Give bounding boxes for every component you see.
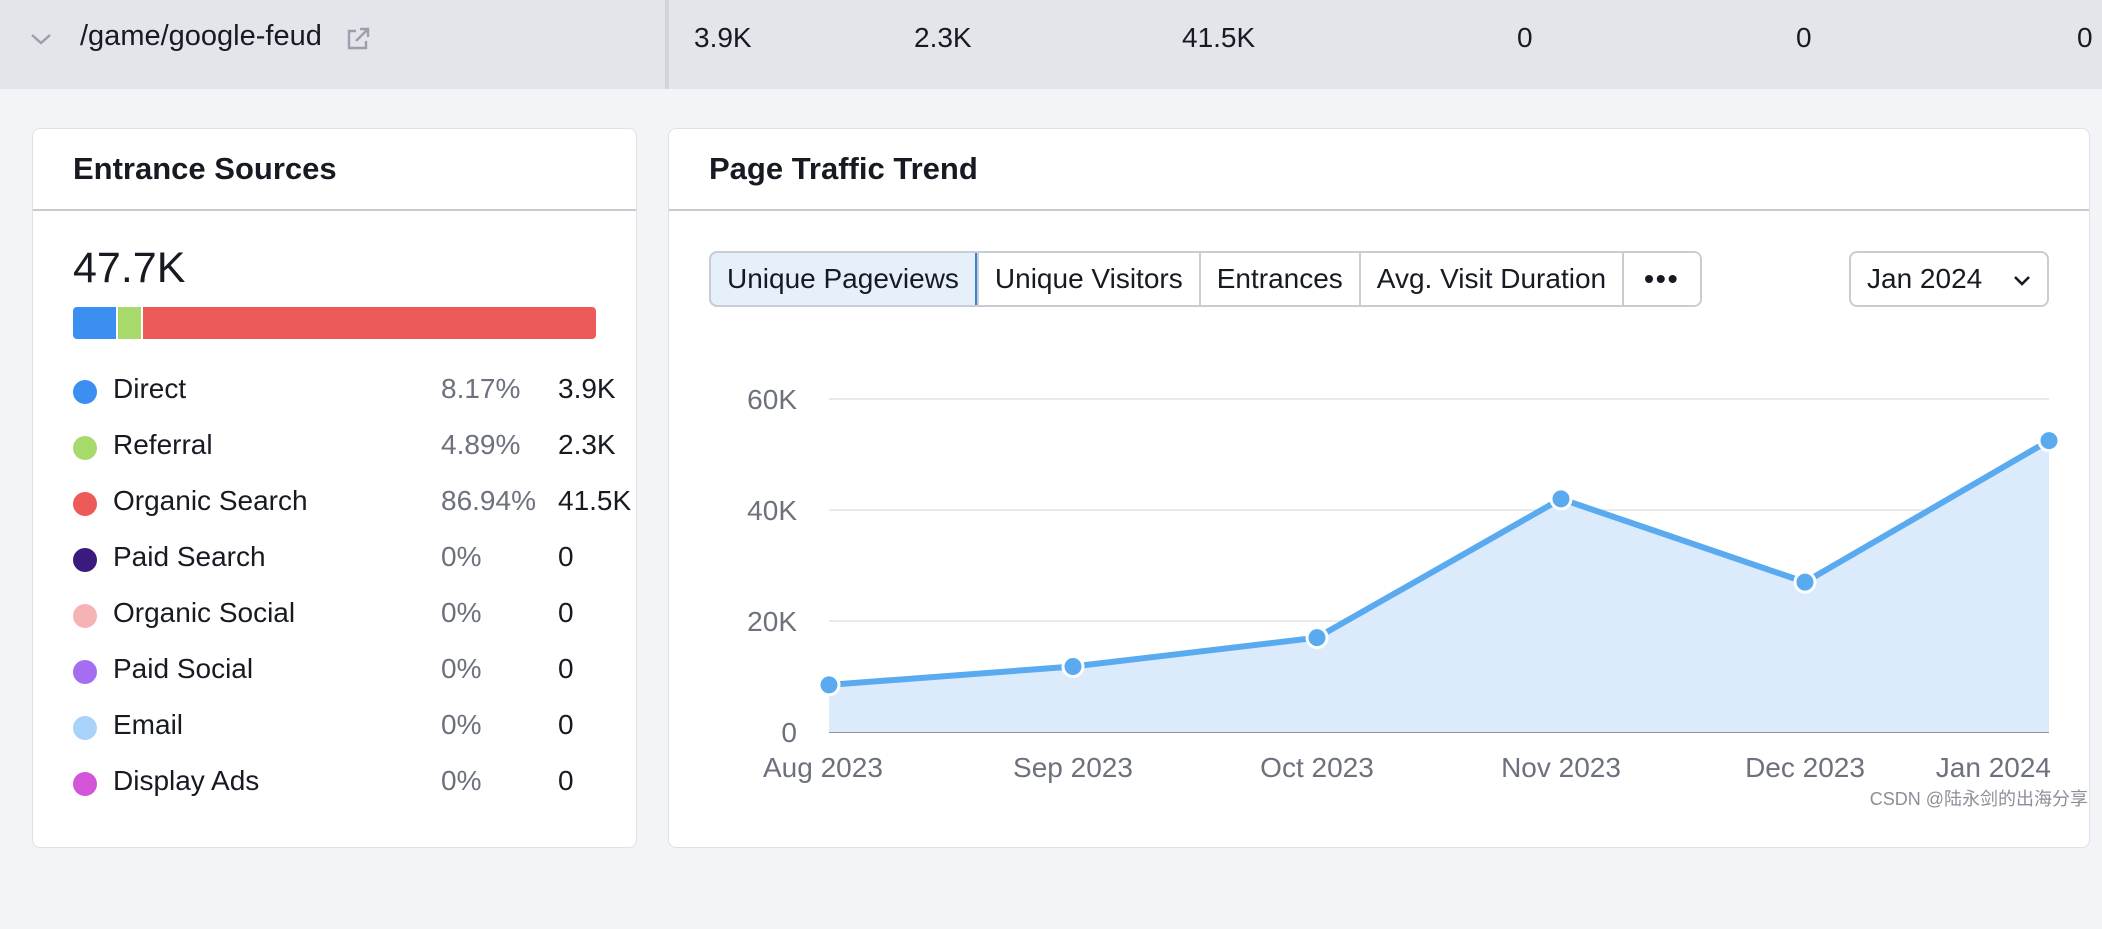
source-percent: 0% bbox=[441, 765, 482, 796]
source-share-bar[interactable] bbox=[73, 307, 596, 339]
legend-item-direct[interactable]: Direct 8.17% 3.9K bbox=[73, 369, 616, 425]
source-value: 3.9K bbox=[558, 373, 616, 404]
watermark-text: CSDN @陆永剑的出海分享 bbox=[1869, 789, 2088, 809]
more-options-button[interactable]: ••• bbox=[1622, 253, 1700, 305]
source-name: Email bbox=[113, 709, 184, 740]
legend-item-referral[interactable]: Referral 4.89% 2.3K bbox=[73, 425, 616, 481]
x-tick-label: Oct 2023 bbox=[1260, 752, 1374, 783]
chevron-down-icon[interactable] bbox=[26, 24, 56, 54]
legend-item-display-ads[interactable]: Display Ads 0% 0 bbox=[73, 761, 613, 817]
data-point[interactable] bbox=[817, 673, 841, 697]
legend-dot-icon bbox=[73, 716, 97, 740]
source-value: 0 bbox=[558, 597, 574, 628]
data-point[interactable] bbox=[2037, 429, 2061, 453]
entrance-sources-card: Entrance Sources 47.7K Direct 8.17% 3.9K Re… bbox=[32, 128, 637, 848]
card-divider bbox=[669, 209, 2089, 211]
y-tick-label: 20K bbox=[747, 606, 797, 637]
row-value-organic-search: 41.5K bbox=[1182, 22, 1256, 53]
share-segment-organic-search[interactable] bbox=[141, 307, 596, 339]
source-percent: 86.94% bbox=[441, 485, 536, 516]
card-divider bbox=[33, 209, 636, 211]
row-value-paid-social: 0 bbox=[2077, 22, 2093, 53]
source-name: Display Ads bbox=[113, 765, 260, 796]
source-name: Organic Social bbox=[113, 597, 296, 628]
legend-dot-icon bbox=[73, 436, 97, 460]
legend-dot-icon bbox=[73, 492, 97, 516]
card-title: Entrance Sources bbox=[73, 151, 337, 186]
legend-item-paid-social[interactable]: Paid Social 0% 0 bbox=[73, 649, 613, 705]
x-tick-label: Aug 2023 bbox=[763, 752, 883, 783]
source-legend: Direct 8.17% 3.9K Referral 4.89% 2.3K Organic … bbox=[73, 369, 631, 817]
column-divider bbox=[665, 0, 669, 89]
legend-item-email[interactable]: Email 0% 0 bbox=[73, 705, 613, 761]
legend-dot-icon bbox=[73, 548, 97, 572]
legend-dot-icon bbox=[73, 604, 97, 628]
page-path[interactable]: /game/google-feud bbox=[80, 20, 322, 52]
source-value: 0 bbox=[558, 653, 574, 684]
tab-unique-visitors[interactable]: Unique Visitors bbox=[976, 253, 1199, 305]
source-value: 41.5K bbox=[558, 485, 632, 516]
share-segment-direct[interactable] bbox=[73, 307, 116, 339]
data-point[interactable] bbox=[1305, 626, 1329, 650]
series-line bbox=[828, 438, 2051, 688]
legend-item-organic-search[interactable]: Organic Search 86.94% 41.5K bbox=[73, 481, 631, 537]
source-percent: 0% bbox=[441, 653, 482, 684]
y-tick-label: 0 bbox=[781, 717, 797, 748]
y-tick-label: 60K bbox=[747, 384, 797, 415]
source-percent: 0% bbox=[441, 709, 482, 740]
legend-dot-icon bbox=[73, 660, 97, 684]
data-point[interactable] bbox=[1061, 655, 1085, 679]
source-percent: 8.17% bbox=[441, 373, 521, 404]
metric-tabs: Unique Pageviews Unique Visitors Entranc… bbox=[709, 251, 1702, 307]
tab-entrances[interactable]: Entrances bbox=[1198, 253, 1359, 305]
top-url-row[interactable]: /game/google-feud 3.9K 2.3K 41.5K 0 0 0 bbox=[0, 0, 2102, 89]
y-tick-label: 40K bbox=[747, 495, 797, 526]
source-percent: 4.89% bbox=[441, 429, 521, 460]
source-value: 0 bbox=[558, 709, 574, 740]
legend-dot-icon bbox=[73, 772, 97, 796]
source-name: Paid Social bbox=[113, 653, 254, 684]
data-point[interactable] bbox=[1549, 487, 1573, 511]
page-traffic-trend-card: Page Traffic Trend Unique Pageviews Uniq… bbox=[668, 128, 2090, 848]
legend-dot-icon bbox=[73, 380, 97, 404]
x-tick-label: Nov 2023 bbox=[1501, 752, 1621, 783]
source-name: Organic Search bbox=[113, 485, 308, 516]
x-tick-label: Sep 2023 bbox=[1013, 752, 1133, 783]
source-value: 0 bbox=[558, 765, 574, 796]
month-select-value: Jan 2024 bbox=[1867, 263, 1983, 294]
traffic-trend-chart: 0 20K 40K 60K Aug 2023 Sep 2023 Oct 2023 Nov 20… bbox=[747, 384, 2061, 783]
source-value: 2.3K bbox=[558, 429, 616, 460]
share-segment-referral[interactable] bbox=[115, 307, 142, 339]
legend-item-paid-search[interactable]: Paid Search 0% 0 bbox=[73, 537, 613, 593]
area-fill bbox=[829, 440, 2049, 732]
legend-item-organic-social[interactable]: Organic Social 0% 0 bbox=[73, 593, 613, 649]
x-tick-label: Jan 2024 bbox=[1936, 752, 2051, 783]
tab-unique-pageviews[interactable]: Unique Pageviews bbox=[710, 253, 977, 305]
source-percent: 0% bbox=[441, 541, 482, 572]
row-value-paid-search: 0 bbox=[1517, 22, 1533, 53]
tab-avg-visit-duration[interactable]: Avg. Visit Duration bbox=[1358, 253, 1623, 305]
row-value-direct: 3.9K bbox=[694, 22, 752, 53]
chevron-down-icon bbox=[2014, 276, 2030, 286]
source-name: Paid Search bbox=[113, 541, 266, 572]
month-select[interactable]: Jan 2024 bbox=[1849, 251, 2049, 307]
source-percent: 0% bbox=[441, 597, 482, 628]
external-link-icon[interactable] bbox=[343, 24, 373, 54]
total-entrances: 47.7K bbox=[73, 244, 186, 292]
row-value-organic-social: 0 bbox=[1796, 22, 1812, 53]
source-name: Direct bbox=[113, 373, 187, 404]
x-tick-label: Dec 2023 bbox=[1745, 752, 1865, 783]
data-point[interactable] bbox=[1793, 570, 1817, 594]
card-title: Page Traffic Trend bbox=[709, 151, 978, 186]
source-value: 0 bbox=[558, 541, 574, 572]
source-name: Referral bbox=[113, 429, 213, 460]
row-value-referral: 2.3K bbox=[914, 22, 972, 53]
